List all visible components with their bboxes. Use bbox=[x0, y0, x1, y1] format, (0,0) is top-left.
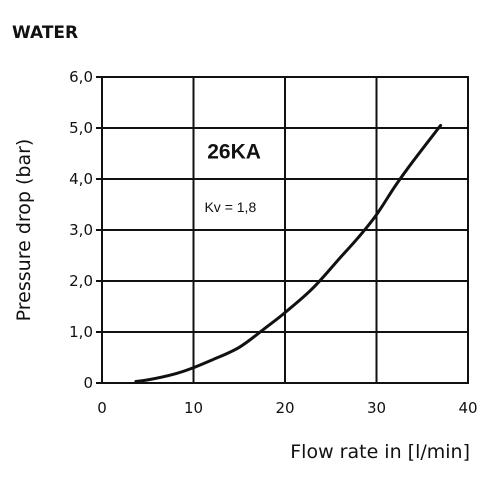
y-tick-label: 3,0 bbox=[69, 221, 93, 239]
y-tick-label: 0 bbox=[83, 374, 93, 392]
chart-heading: WATER bbox=[12, 23, 78, 43]
kv-value-label: Kv = 1,8 bbox=[204, 199, 256, 215]
x-axis-label: Flow rate in [l/min] bbox=[290, 441, 470, 463]
series-model-label: 26KA bbox=[207, 141, 261, 164]
grid-lines bbox=[102, 77, 468, 383]
y-tick-label: 4,0 bbox=[69, 170, 93, 188]
series-line-26ka bbox=[134, 123, 443, 383]
x-tick-label: 0 bbox=[97, 399, 107, 417]
y-tick-label: 1,0 bbox=[69, 323, 93, 341]
annotation-layer: 26KA Kv = 1,8 bbox=[204, 141, 260, 216]
y-axis-label: Pressure drop (bar) bbox=[13, 139, 35, 322]
y-tick-label: 5,0 bbox=[69, 119, 93, 137]
y-axis-ticks: 0 1,0 2,0 3,0 4,0 5,0 6,0 bbox=[69, 68, 102, 392]
x-tick-label: 40 bbox=[458, 399, 477, 417]
x-tick-label: 30 bbox=[367, 399, 386, 417]
y-tick-label: 6,0 bbox=[69, 68, 93, 86]
x-tick-label: 20 bbox=[275, 399, 294, 417]
series-layer bbox=[134, 123, 443, 383]
x-axis-ticks: 0 10 20 30 40 bbox=[97, 399, 477, 417]
x-tick-label: 10 bbox=[184, 399, 203, 417]
y-tick-label: 2,0 bbox=[69, 272, 93, 290]
